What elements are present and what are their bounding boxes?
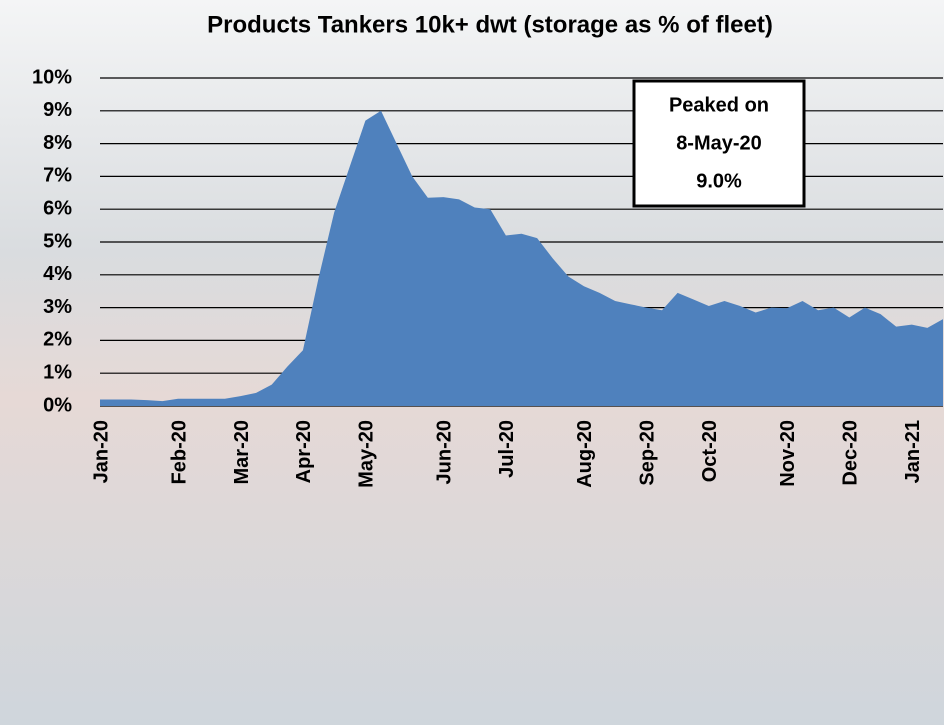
x-tick-label: Sep-20 xyxy=(637,420,659,486)
x-tick-label: Jun-20 xyxy=(434,420,456,484)
area xyxy=(100,110,943,407)
y-tick-label: 0% xyxy=(43,394,72,416)
annotation-box xyxy=(632,79,806,208)
x-tick-label: Mar-20 xyxy=(231,420,253,484)
y-tick-label: 1% xyxy=(43,361,72,383)
labels: 0% 1% 2% 3% 4% 5% 6% 7% 8% 9% 10% Jan-20 Feb-20 Mar-2… xyxy=(32,66,924,488)
y-tick-label: 2% xyxy=(43,329,72,351)
x-tick-label: Feb-20 xyxy=(168,420,190,484)
y-tick-label: 4% xyxy=(43,263,72,285)
x-tick-label: Jan-21 xyxy=(902,420,924,483)
y-tick-label: 6% xyxy=(43,197,72,219)
x-tick-label: May-20 xyxy=(356,420,378,488)
y-tick-label: 5% xyxy=(43,230,72,252)
y-tick-label: 3% xyxy=(43,296,72,318)
x-tick-label: Nov-20 xyxy=(777,420,799,487)
y-tick-label: 10% xyxy=(32,66,72,88)
x-tick-label: Jul-20 xyxy=(496,420,518,478)
x-tick-label: Jan-20 xyxy=(90,420,112,483)
annotation-text: 9.0% xyxy=(696,170,742,192)
y-tick-label: 9% xyxy=(43,99,72,121)
plot xyxy=(100,110,943,407)
x-tick-label: Apr-20 xyxy=(293,420,315,483)
annotation-text: 8-May-20 xyxy=(676,132,762,154)
annotation-text: Peaked on xyxy=(669,94,769,116)
x-tick-label: Oct-20 xyxy=(699,420,721,482)
x-tick-label: Dec-20 xyxy=(840,420,862,486)
chart-title: Products Tankers 10k+ dwt (storage as % … xyxy=(207,11,773,38)
x-tick-label: Aug-20 xyxy=(574,420,596,488)
y-tick-label: 8% xyxy=(43,132,72,154)
y-tick-label: 7% xyxy=(43,165,72,187)
